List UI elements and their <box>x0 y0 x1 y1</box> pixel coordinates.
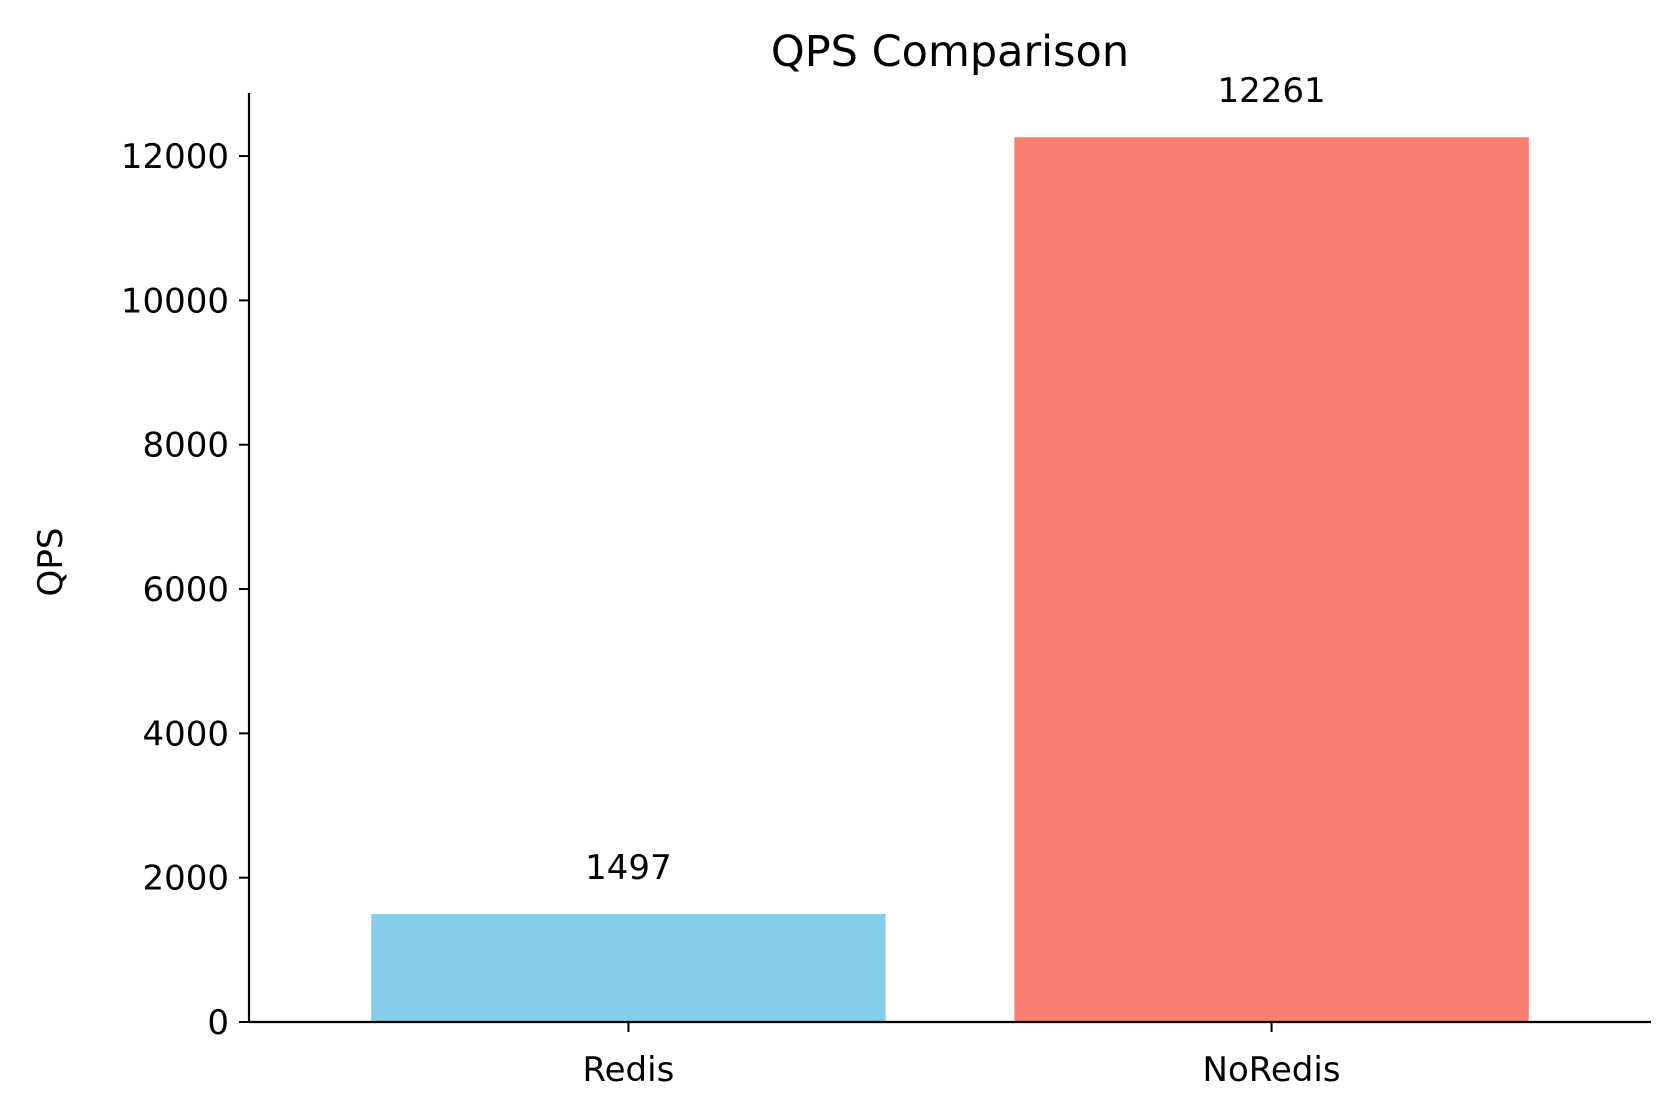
y-tick-label: 12000 <box>121 137 229 177</box>
bar-redis <box>371 913 886 1022</box>
x-tick-label: Redis <box>583 1050 675 1090</box>
chart-title: QPS Comparison <box>771 27 1129 77</box>
bar-noredis <box>1014 137 1529 1022</box>
x-tick-label: NoRedis <box>1203 1050 1341 1090</box>
y-axis-label: QPS <box>31 528 71 597</box>
y-axis-ticks: 0 2000 4000 6000 8000 10000 12000 <box>121 137 249 1043</box>
y-tick-label: 2000 <box>142 859 229 899</box>
bars <box>371 137 1529 1022</box>
value-labels: 1497 12261 <box>585 71 1325 888</box>
y-tick-label: 6000 <box>142 570 229 610</box>
x-axis-ticks: Redis NoRedis <box>583 1022 1341 1090</box>
y-tick-label: 4000 <box>142 714 229 754</box>
value-label: 1497 <box>585 848 672 888</box>
y-tick-label: 10000 <box>121 281 229 321</box>
y-tick-label: 8000 <box>142 426 229 466</box>
y-tick-label: 0 <box>207 1003 229 1043</box>
value-label: 12261 <box>1217 71 1325 111</box>
